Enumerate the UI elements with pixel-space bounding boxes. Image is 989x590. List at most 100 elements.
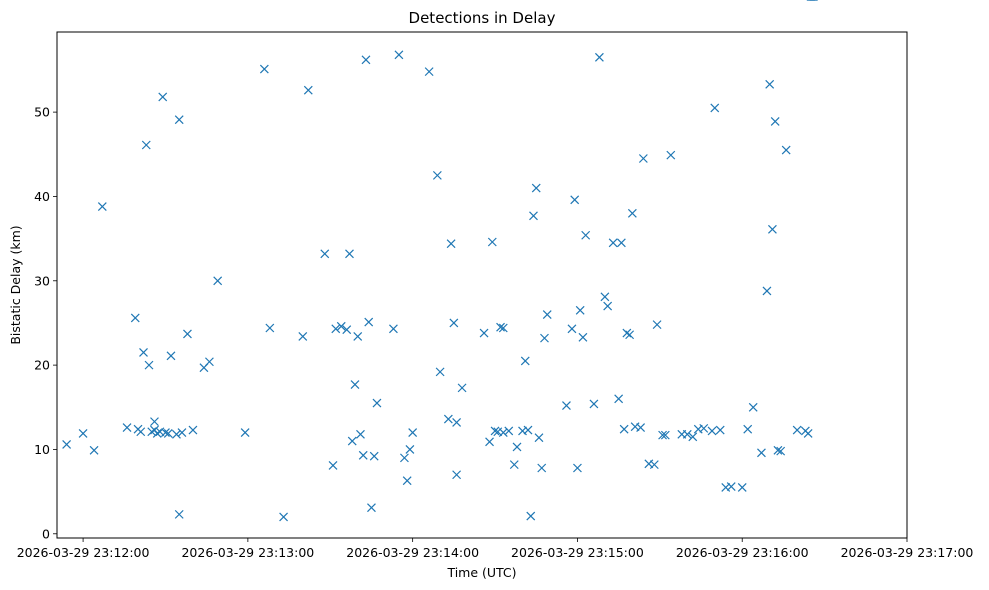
- data-point: [158, 92, 168, 102]
- data-point: [394, 50, 404, 60]
- data-point: [405, 445, 415, 454]
- data-point: [141, 140, 151, 150]
- data-point: [372, 398, 382, 408]
- data-point: [603, 301, 613, 311]
- data-point: [660, 430, 670, 440]
- data-point: [666, 150, 676, 160]
- data-point: [446, 239, 456, 249]
- x-tick-label: 2026-03-29 23:12:00: [17, 545, 150, 560]
- y-tick-label: 0: [42, 526, 50, 541]
- data-point: [748, 402, 758, 412]
- data-point: [496, 322, 505, 332]
- data-point: [625, 330, 635, 340]
- data-point: [757, 448, 766, 458]
- data-point: [62, 439, 72, 449]
- data-point: [350, 380, 360, 389]
- data-point: [402, 476, 412, 486]
- data-point: [710, 103, 720, 113]
- data-point: [204, 357, 214, 367]
- data-point: [622, 328, 632, 338]
- data-point: [213, 276, 223, 286]
- data-point: [166, 351, 176, 361]
- data-point: [608, 238, 618, 248]
- y-axis-label: Bistatic Delay (km): [8, 225, 23, 344]
- data-point: [509, 460, 519, 470]
- data-point: [562, 401, 571, 411]
- y-tick-label: 40: [34, 189, 50, 204]
- x-tick-label: 2026-03-29 23:13:00: [181, 545, 314, 560]
- data-point: [389, 324, 398, 334]
- x-tick-label: 2026-03-29 23:16:00: [676, 545, 809, 560]
- data-point: [540, 333, 549, 343]
- data-point: [567, 324, 577, 334]
- x-axis-label: Time (UTC): [446, 565, 516, 580]
- data-point: [240, 428, 250, 438]
- x-axis-ticks: 2026-03-29 23:12:00 2026-03-29 23:13:00 20…: [17, 538, 974, 560]
- data-point: [792, 425, 802, 435]
- data-point: [498, 323, 508, 333]
- y-tick-label: 10: [34, 442, 50, 457]
- data-point: [174, 115, 184, 125]
- data-point: [581, 230, 591, 240]
- data-point: [523, 425, 533, 435]
- data-point: [803, 429, 813, 438]
- x-tick-label: 2026-03-29 23:15:00: [511, 545, 644, 560]
- y-axis-ticks: 0 10 20 30 40 50: [34, 105, 57, 541]
- data-point: [367, 503, 376, 513]
- data-point: [773, 445, 783, 455]
- data-point: [743, 424, 753, 434]
- data-point: [485, 437, 494, 447]
- data-point: [172, 429, 181, 439]
- data-point: [183, 329, 192, 339]
- data-point: [320, 249, 330, 259]
- data-point: [353, 332, 363, 341]
- data-point: [435, 367, 445, 377]
- data-point: [512, 442, 522, 452]
- data-point: [737, 482, 747, 492]
- data-point: [336, 321, 346, 331]
- data-point: [526, 511, 536, 521]
- data-point: [97, 202, 107, 211]
- data-point: [627, 208, 637, 218]
- data-point: [768, 224, 777, 234]
- data-points: [62, 0, 818, 522]
- data-point: [534, 433, 544, 443]
- data-point: [594, 52, 604, 62]
- data-point: [770, 116, 780, 126]
- data-point: [600, 292, 610, 302]
- data-point: [520, 356, 530, 366]
- data-point: [78, 429, 88, 438]
- data-point: [136, 427, 146, 437]
- data-point: [688, 432, 698, 442]
- data-point: [424, 67, 434, 77]
- x-tick-label: 2026-03-29 23:17:00: [841, 545, 974, 560]
- data-point: [614, 394, 624, 404]
- data-point: [638, 154, 648, 163]
- data-point: [616, 238, 626, 248]
- data-point: [303, 85, 313, 95]
- data-point: [762, 286, 772, 296]
- data-point: [342, 325, 352, 335]
- data-point: [361, 55, 371, 65]
- data-point: [139, 348, 148, 357]
- data-point: [707, 426, 717, 436]
- y-tick-label: 20: [34, 358, 50, 373]
- data-point: [570, 195, 580, 205]
- data-point: [699, 423, 709, 433]
- data-point: [408, 428, 418, 438]
- data-point: [449, 318, 459, 328]
- data-point: [504, 426, 514, 436]
- data-point: [575, 305, 585, 315]
- data-point: [479, 328, 489, 338]
- data-point: [776, 446, 786, 456]
- data-point: [188, 425, 198, 435]
- y-tick-label: 50: [34, 105, 50, 120]
- data-point: [369, 451, 379, 461]
- data-point: [347, 436, 357, 446]
- data-point: [152, 429, 162, 438]
- data-point: [652, 320, 662, 330]
- x-tick-label: 2026-03-29 23:14:00: [346, 545, 479, 560]
- data-point: [279, 512, 288, 522]
